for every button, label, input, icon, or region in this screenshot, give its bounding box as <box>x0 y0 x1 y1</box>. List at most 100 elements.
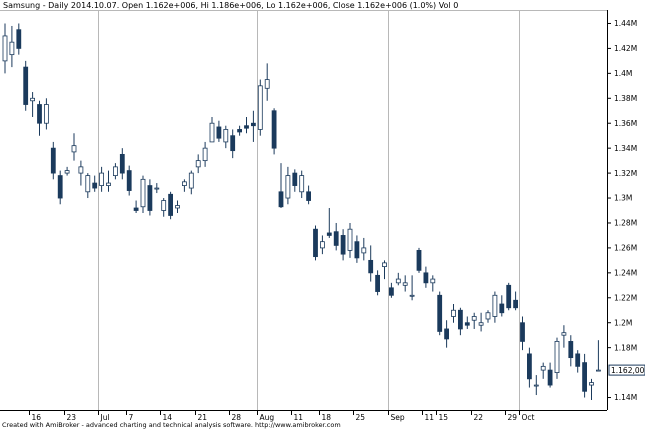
candle <box>71 133 77 161</box>
candle <box>299 170 305 199</box>
last-price-label: 1.162,000 <box>611 366 645 375</box>
candle <box>388 282 394 298</box>
candle-body-down <box>230 135 236 152</box>
candle-body-up <box>402 282 408 286</box>
candle <box>202 141 208 167</box>
candle-body-down <box>126 170 132 191</box>
candle-body-up <box>64 170 70 174</box>
candle <box>119 148 125 180</box>
candle <box>113 163 118 180</box>
candle <box>168 191 174 220</box>
candle-body-down <box>92 182 98 189</box>
price-tick-label: 1.2M <box>614 318 632 327</box>
candle-body-up <box>71 145 77 153</box>
price-tick-label: 1.28M <box>614 219 637 228</box>
candle-body-up <box>188 172 194 189</box>
candle-body-up <box>106 182 111 186</box>
candle-body-down <box>520 322 525 342</box>
candle <box>292 169 298 192</box>
candle-body-up <box>533 384 539 387</box>
candle <box>485 310 491 323</box>
chart-info-header: Samsung - Daily 2014.10.07. Open 1.162e+… <box>3 1 459 10</box>
candle <box>520 316 525 351</box>
price-tick-label: 1.24M <box>614 269 637 278</box>
candle-body-up <box>257 85 263 130</box>
time-tick-label: 23 <box>67 413 77 422</box>
price-tick-label: 1.18M <box>614 343 637 352</box>
price-tick-label: 1.38M <box>614 94 637 103</box>
candle <box>126 165 132 196</box>
time-axis: 16 23 Jul 7 14 21 28 Aug 11 18 25 Sep 11 15 22 29 Oct <box>29 410 535 422</box>
candle <box>464 316 470 329</box>
candle-body-up <box>540 365 546 371</box>
candle <box>471 312 477 329</box>
candle-body-up <box>44 104 49 124</box>
candle-body-up <box>478 322 484 326</box>
candle <box>375 270 381 296</box>
candle-body-up <box>382 262 387 268</box>
candle-body-down <box>313 228 318 258</box>
price-tick-label: 1.14M <box>614 393 637 402</box>
candle-body-up <box>492 294 498 317</box>
candle <box>395 272 401 286</box>
candle-body-down <box>292 172 298 186</box>
time-tick-label: Sep <box>391 413 405 422</box>
candle <box>354 235 360 263</box>
candle-body-up <box>195 160 201 168</box>
candle-body-up <box>561 332 567 336</box>
time-tick-label: 16 <box>32 413 42 422</box>
candle <box>30 92 36 117</box>
candle-body-up <box>154 187 160 190</box>
candle-body-down <box>244 125 249 129</box>
candle <box>216 120 222 142</box>
candle <box>244 116 249 134</box>
candle-body-down <box>582 362 587 392</box>
candle-body-down <box>388 287 394 296</box>
candle <box>278 163 284 209</box>
candle-body-up <box>30 97 36 102</box>
candle <box>533 375 539 396</box>
candle <box>57 170 63 205</box>
candle-body-down <box>464 322 470 326</box>
candle <box>319 235 325 255</box>
candle <box>457 307 463 336</box>
candle <box>540 362 546 379</box>
candle <box>568 335 574 367</box>
candle-body-down <box>333 231 339 246</box>
candle-body-up <box>85 175 91 193</box>
time-tick-label: 25 <box>356 413 366 422</box>
candle <box>423 266 429 288</box>
candle-body-up <box>451 309 456 317</box>
candle <box>16 23 22 55</box>
price-tick-label: 1.4M <box>614 69 632 78</box>
candle-body-down <box>568 341 574 359</box>
last-price-badge-box <box>608 364 645 376</box>
candle-body-down <box>437 294 443 332</box>
candle-body-up <box>409 294 415 297</box>
candle <box>430 275 436 292</box>
candle <box>313 225 318 261</box>
candle-body-up <box>140 178 146 208</box>
candle-body-down <box>23 66 29 105</box>
candle-body-up <box>161 200 167 211</box>
price-tick-label: 1.34M <box>614 144 637 153</box>
candle-body-up <box>485 312 491 320</box>
time-tick-label: 11 <box>294 413 304 422</box>
candle-body-down <box>237 129 243 133</box>
candle-body-down <box>368 259 374 274</box>
candle-body-up <box>264 79 270 89</box>
candle-body-down <box>444 328 450 340</box>
time-tick-label: 11 <box>425 413 435 422</box>
candle <box>37 100 42 136</box>
time-tick-label: Jul <box>100 413 110 422</box>
candle-body-up <box>99 172 104 186</box>
candle-body-up <box>471 316 477 321</box>
time-tick-label: 22 <box>474 413 484 422</box>
time-tick-label: 29 <box>508 413 518 422</box>
candle <box>575 350 581 373</box>
candle-body-up <box>299 175 305 193</box>
candle <box>554 337 560 379</box>
candle-body-down <box>57 175 63 199</box>
price-tick-label: 1.22M <box>614 293 637 302</box>
